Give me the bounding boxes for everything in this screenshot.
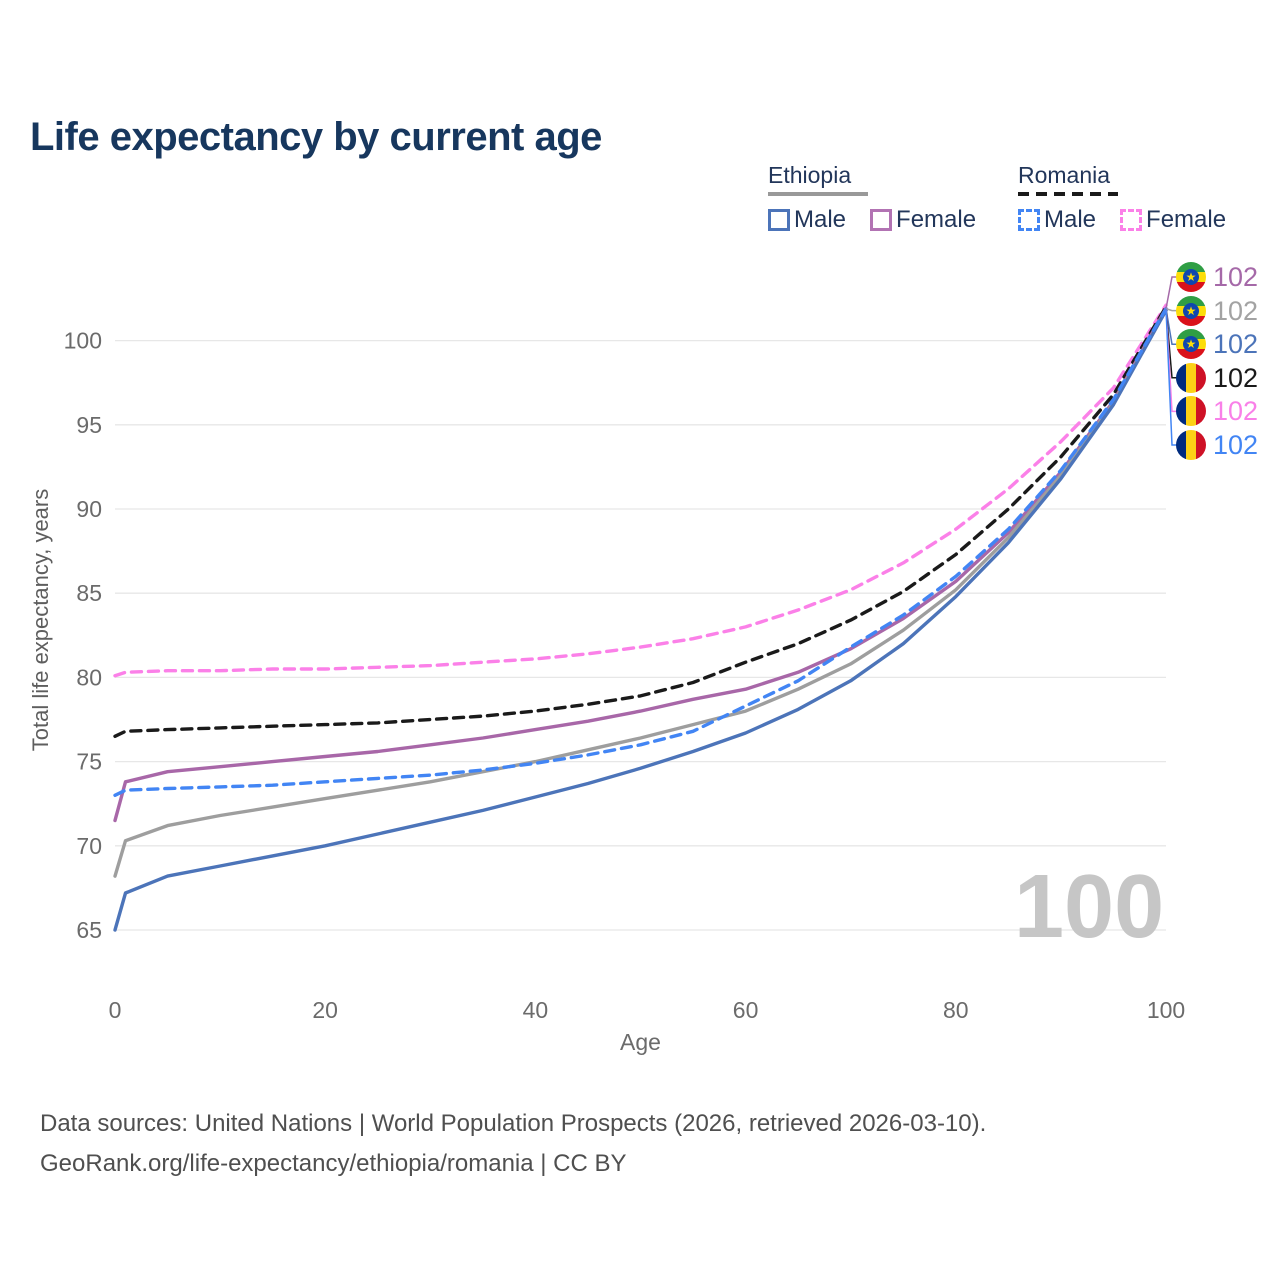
y-tick-label: 100 [64,328,102,354]
series-line-romania-female[interactable] [113,303,1168,678]
x-tick-label: 100 [1147,997,1185,1023]
y-tick-label: 95 [76,412,102,438]
footer-line-sources: Data sources: United Nations | World Pop… [40,1110,987,1137]
legend-underline-solid [768,192,868,196]
legend-group-romania: Romania Male Female [1018,162,1226,234]
y-tick-label: 90 [76,496,102,522]
legend-group-ethiopia: Ethiopia Male Female [768,162,976,234]
y-tick-label: 85 [76,580,102,606]
footer-line-attribution[interactable]: GeoRank.org/life-expectancy/ethiopia/rom… [40,1150,627,1177]
legend-item-ethiopia-male[interactable]: Male [768,206,846,234]
data-source-footer: Data sources: United Nations | World Pop… [40,1104,986,1184]
legend-header-ethiopia[interactable]: Ethiopia [768,162,852,188]
x-tick-label: 0 [109,997,122,1023]
x-tick-label: 20 [312,997,338,1023]
x-axis-title: Age [620,1029,661,1055]
end-label-ethiopia-male[interactable]: 102 [1176,328,1258,360]
legend-item-romania-female[interactable]: Female [1120,206,1226,234]
legend-item-romania-male[interactable]: Male [1018,206,1096,234]
legend-item-label: Female [896,206,977,233]
solid-line-swatch-icon [870,209,893,231]
end-label-romania-male[interactable]: 102 [1176,429,1258,461]
x-tick-label: 40 [523,997,549,1023]
romania-flag-icon [1176,363,1206,393]
legend-header-romania[interactable]: Romania [1018,162,1111,188]
series-line-romania-male[interactable] [113,306,1168,797]
y-tick-label: 65 [76,917,102,943]
age-frame-watermark: 100 [1014,857,1165,957]
end-label-ethiopia-total[interactable]: 102 [1176,295,1258,327]
page-title: Life expectancy by current age [30,114,602,159]
end-label-ethiopia-female[interactable]: 102 [1176,261,1258,293]
end-label-value: 102 [1213,395,1259,426]
end-label-value: 102 [1213,328,1259,359]
end-label-value: 102 [1213,295,1259,326]
ethiopia-flag-icon [1176,262,1206,292]
end-label-romania-female[interactable]: 102 [1176,395,1258,427]
legend-underline-dashed [1018,192,1118,196]
series-line-ethiopia-total[interactable] [113,308,1168,878]
series-line-ethiopia-female[interactable] [113,306,1168,823]
end-label-value: 102 [1213,362,1259,393]
legend-item-label: Male [794,206,847,233]
end-label-value: 102 [1213,261,1259,292]
y-axis-title: Total life expectancy, years [28,489,53,752]
series-line-romania-total[interactable] [113,305,1168,738]
series-line-ethiopia-male[interactable] [113,308,1168,932]
y-tick-label: 80 [76,664,102,690]
ethiopia-flag-icon [1176,329,1206,359]
dashed-line-swatch-icon [1018,209,1040,231]
solid-line-swatch-icon [768,209,790,231]
end-label-romania-total[interactable]: 102 [1176,362,1258,394]
legend-item-label: Male [1044,206,1097,233]
romania-flag-icon [1176,430,1206,460]
y-tick-label: 70 [76,833,102,859]
legend-item-label: Female [1146,206,1227,233]
x-tick-label: 60 [733,997,759,1023]
romania-flag-icon [1176,396,1206,426]
legend-item-ethiopia-female[interactable]: Female [870,206,976,234]
end-label-value: 102 [1213,429,1259,460]
ethiopia-flag-icon [1176,296,1206,326]
x-tick-label: 80 [943,997,969,1023]
y-tick-label: 75 [76,749,102,775]
dashed-line-swatch-icon [1120,209,1143,231]
